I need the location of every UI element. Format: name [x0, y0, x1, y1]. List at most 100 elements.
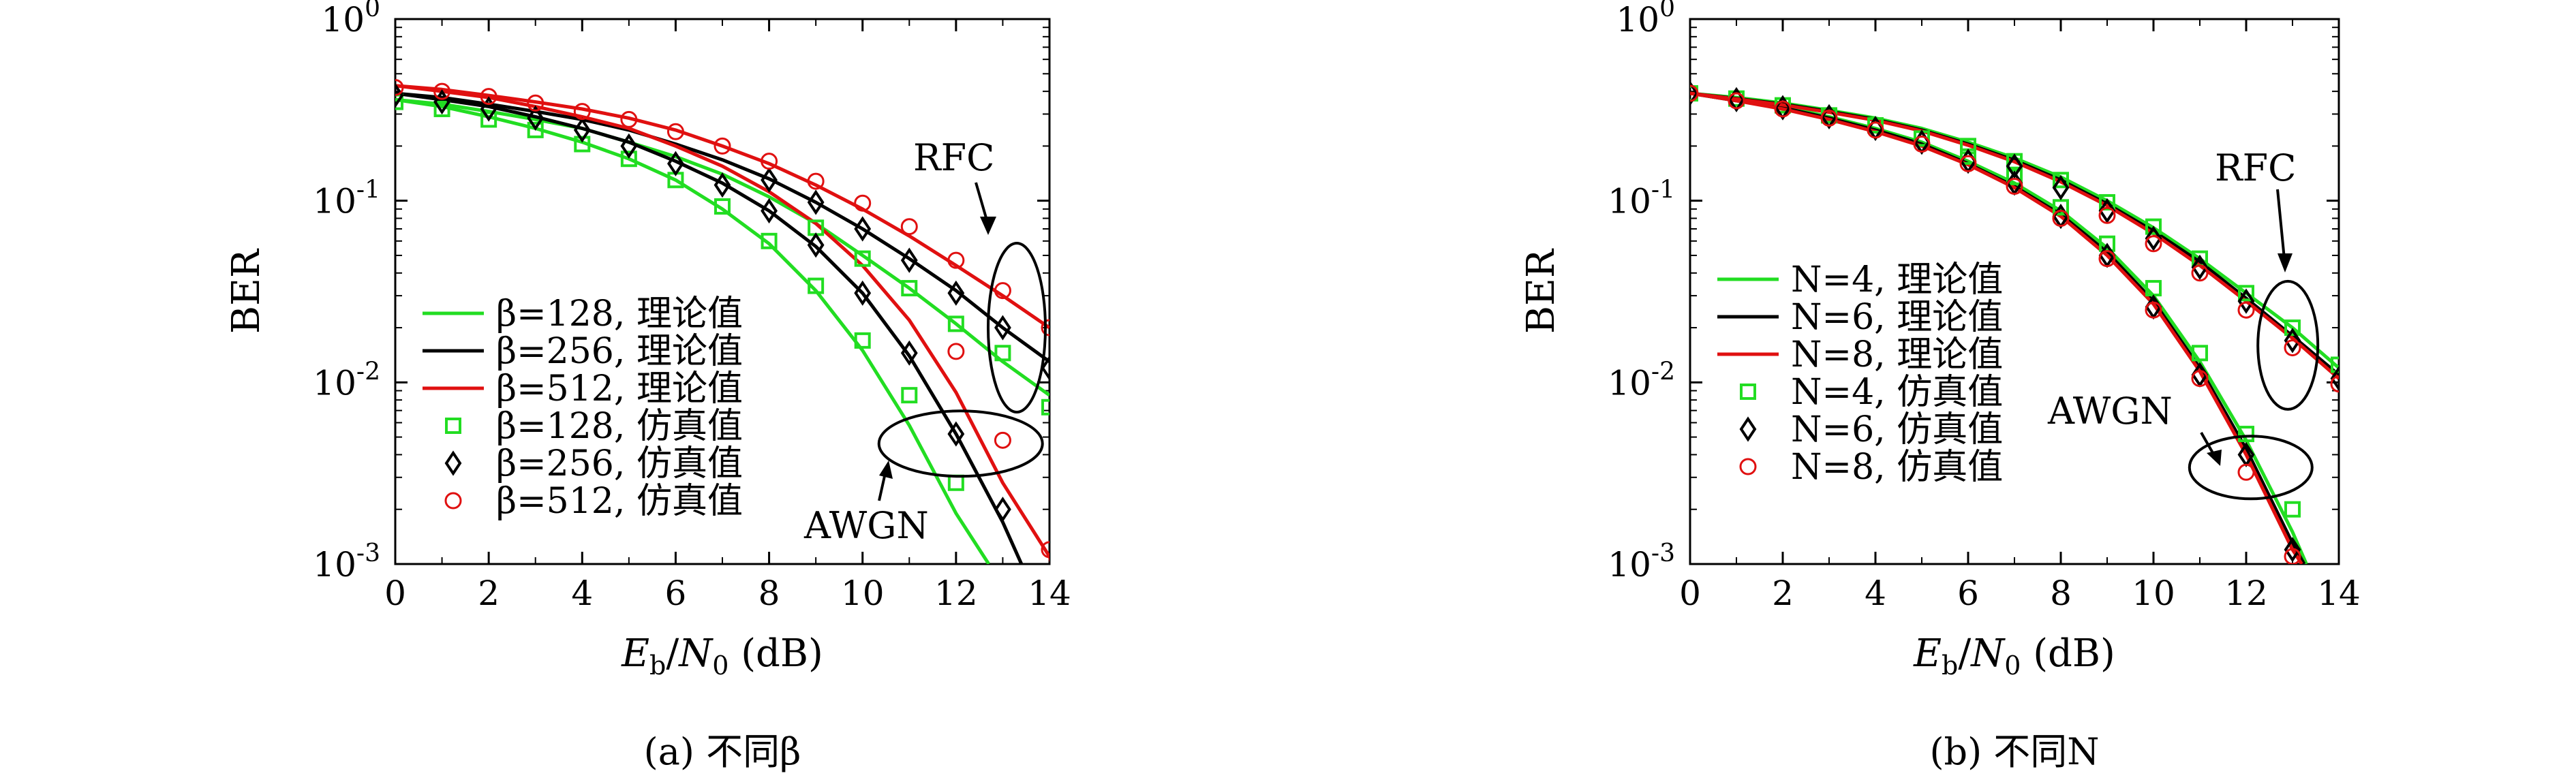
figure-caption: (b) 不同N — [1929, 730, 2099, 773]
y-tick-label: 10-2 — [313, 358, 380, 403]
data-point-square — [994, 345, 1011, 362]
data-point-circle — [2145, 301, 2162, 319]
legend-label: β=512, 仿真值 — [496, 481, 743, 522]
data-point-square — [901, 280, 918, 297]
data-point-circle — [1820, 109, 1838, 127]
data-point-square — [2145, 218, 2162, 235]
x-tick-label: 6 — [665, 574, 687, 613]
data-point-diamond — [620, 133, 638, 159]
data-point-diamond — [480, 96, 497, 122]
data-point-square — [2053, 199, 2069, 216]
x-tick-label: 8 — [2050, 574, 2072, 613]
legend-circle-swatch — [444, 492, 462, 510]
data-point-circle — [480, 88, 497, 106]
annotation-layer: RFC AWGN — [2047, 146, 2320, 501]
x-tick-label: 4 — [571, 574, 593, 613]
data-point-circle — [1867, 121, 1884, 139]
series-line — [1690, 91, 2303, 564]
legend-label: β=128, 仿真值 — [496, 406, 743, 447]
data-point-diamond — [667, 151, 684, 176]
rfc-arrow — [2276, 189, 2286, 260]
data-point-square — [1041, 398, 1049, 416]
data-layer — [395, 78, 1049, 564]
legend-label: β=512, 理论值 — [496, 369, 743, 409]
data-point-square — [947, 315, 964, 332]
data-point-square — [2053, 172, 2069, 189]
data-point-circle — [1774, 100, 1792, 118]
data-point-square — [574, 136, 591, 153]
data-point-square — [808, 277, 825, 294]
data-point-circle — [1913, 136, 1931, 153]
legend-square-swatch — [445, 418, 461, 434]
data-point-diamond — [2237, 288, 2255, 314]
data-point-circle — [620, 110, 638, 128]
series-line — [395, 91, 1049, 363]
data-point-diamond — [900, 340, 918, 366]
legend-label: N=8, 理论值 — [1791, 334, 2003, 375]
data-point-diamond — [714, 172, 731, 198]
data-point-circle — [1690, 84, 1699, 102]
x-tick-label: 2 — [478, 574, 500, 613]
x-tick-label: 12 — [2224, 574, 2268, 613]
data-point-circle — [900, 218, 918, 236]
data-point-diamond — [900, 247, 918, 273]
data-point-square — [2238, 285, 2254, 302]
legend-label: N=4, 理论值 — [1791, 260, 2003, 300]
data-layer — [1690, 80, 2339, 564]
data-point-diamond — [573, 117, 591, 143]
data-point-diamond — [527, 105, 545, 131]
data-point-circle — [947, 343, 965, 360]
data-point-square — [2284, 319, 2301, 337]
data-point-circle — [2284, 339, 2301, 357]
data-point-circle — [573, 103, 591, 121]
legend-diamond-swatch — [1739, 416, 1757, 442]
data-point-circle — [994, 282, 1011, 300]
x-tick-label: 2 — [1772, 574, 1794, 613]
data-point-circle — [714, 137, 731, 155]
data-point-square — [620, 151, 637, 168]
data-point-diamond — [807, 232, 825, 258]
legend-diamond-swatch — [444, 450, 462, 476]
x-tick-label: 0 — [1679, 574, 1701, 613]
rfc-annotation: RFC — [2215, 146, 2296, 189]
data-point-diamond — [1690, 80, 1699, 106]
data-point-diamond — [994, 315, 1011, 341]
data-point-diamond — [854, 216, 872, 242]
legend-label: N=4, 仿真值 — [1791, 372, 2003, 413]
x-tick-label: 14 — [2317, 574, 2361, 613]
rfc-arrowhead — [2278, 253, 2293, 272]
data-point-circle — [2098, 250, 2116, 268]
figure-caption: (a) 不同β — [644, 730, 801, 773]
data-point-diamond — [2284, 537, 2301, 563]
data-point-square — [480, 111, 497, 128]
series-line — [1690, 91, 2339, 380]
data-point-square — [2006, 168, 2023, 185]
data-point-diamond — [1728, 87, 1745, 112]
data-point-diamond — [1041, 355, 1049, 381]
data-point-diamond — [2284, 328, 2301, 354]
data-point-circle — [2237, 463, 2255, 481]
chart-panel-a: 0 2 4 6 8 10 12 14 100 10-1 10-2 10-3 Eb/N0 (dB) BER (… — [224, 0, 1071, 773]
legend-circle-swatch — [1739, 458, 1757, 475]
data-point-square — [2331, 356, 2339, 373]
data-point-diamond — [2191, 254, 2209, 281]
data-point-circle — [2006, 178, 2023, 196]
x-tick-label: 4 — [1865, 574, 1886, 613]
data-point-square — [854, 250, 871, 267]
x-tick-label: 0 — [384, 574, 406, 613]
data-point-square — [527, 121, 544, 138]
y-tick-label: 10-3 — [313, 539, 380, 584]
data-point-diamond — [854, 280, 872, 306]
data-point-square — [2284, 501, 2301, 518]
legend-label: N=8, 仿真值 — [1791, 447, 2003, 488]
awgn-annotation: AWGN — [2047, 390, 2173, 433]
legend-label: β=256, 仿真值 — [496, 443, 743, 484]
data-point-diamond — [807, 189, 825, 215]
annotation-layer: RFC AWGN — [803, 136, 1047, 547]
data-point-circle — [1728, 92, 1745, 110]
chart-panel-b: 0 2 4 6 8 10 12 14 100 10-1 10-2 10-3 Eb/N0 (dB) BER (… — [1519, 0, 2361, 773]
data-point-square — [901, 387, 918, 404]
data-point-circle — [2284, 548, 2301, 564]
